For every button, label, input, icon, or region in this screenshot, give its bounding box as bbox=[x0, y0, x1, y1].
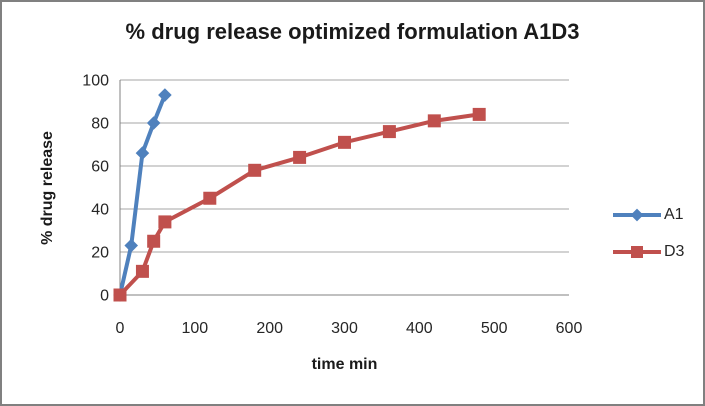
y-tick-label: 40 bbox=[91, 202, 109, 219]
legend-label-d3: D3 bbox=[664, 242, 685, 260]
legend-marker bbox=[631, 245, 643, 258]
data-point-marker bbox=[113, 288, 127, 302]
x-tick-label: 600 bbox=[556, 320, 583, 337]
legend-marker bbox=[630, 208, 644, 221]
x-axis-title: time min bbox=[311, 356, 378, 373]
data-point-marker bbox=[382, 125, 396, 139]
x-tick-label: 500 bbox=[481, 320, 508, 337]
x-tick-label: 200 bbox=[256, 320, 283, 337]
x-tick-label: 300 bbox=[331, 320, 358, 337]
legend-swatch-d3 bbox=[613, 245, 661, 258]
series-line-d3 bbox=[118, 112, 482, 297]
legend-swatch-a1 bbox=[613, 208, 661, 221]
legend: A1 D3 bbox=[613, 196, 684, 270]
data-point-marker bbox=[146, 116, 161, 130]
data-point-marker bbox=[203, 191, 217, 205]
data-point-marker bbox=[293, 150, 307, 164]
data-point-marker bbox=[147, 234, 161, 248]
y-tick-label: 80 bbox=[91, 116, 109, 133]
y-axis-title: % drug release bbox=[39, 131, 56, 245]
data-point-marker bbox=[135, 264, 149, 278]
y-tick-label: 100 bbox=[82, 73, 109, 90]
data-point-marker bbox=[135, 146, 150, 160]
chart-title: % drug release optimized formulation A1D… bbox=[125, 19, 580, 44]
y-tick-label: 20 bbox=[91, 245, 109, 262]
x-tick-label: 400 bbox=[406, 320, 433, 337]
data-point-marker bbox=[124, 238, 139, 253]
legend-item-a1: A1 bbox=[613, 196, 684, 233]
x-tick-label: 100 bbox=[181, 320, 208, 337]
data-point-marker bbox=[427, 114, 441, 128]
data-point-marker bbox=[158, 215, 172, 229]
x-tick-label: 0 bbox=[116, 320, 125, 337]
y-tick-label: 60 bbox=[91, 159, 109, 176]
legend-item-d3: D3 bbox=[613, 233, 684, 270]
legend-label-a1: A1 bbox=[664, 205, 684, 223]
data-point-marker bbox=[472, 107, 486, 121]
data-point-marker bbox=[338, 135, 351, 149]
data-point-marker bbox=[248, 163, 262, 177]
data-point-marker bbox=[158, 88, 172, 102]
y-tick-label: 0 bbox=[100, 288, 109, 305]
